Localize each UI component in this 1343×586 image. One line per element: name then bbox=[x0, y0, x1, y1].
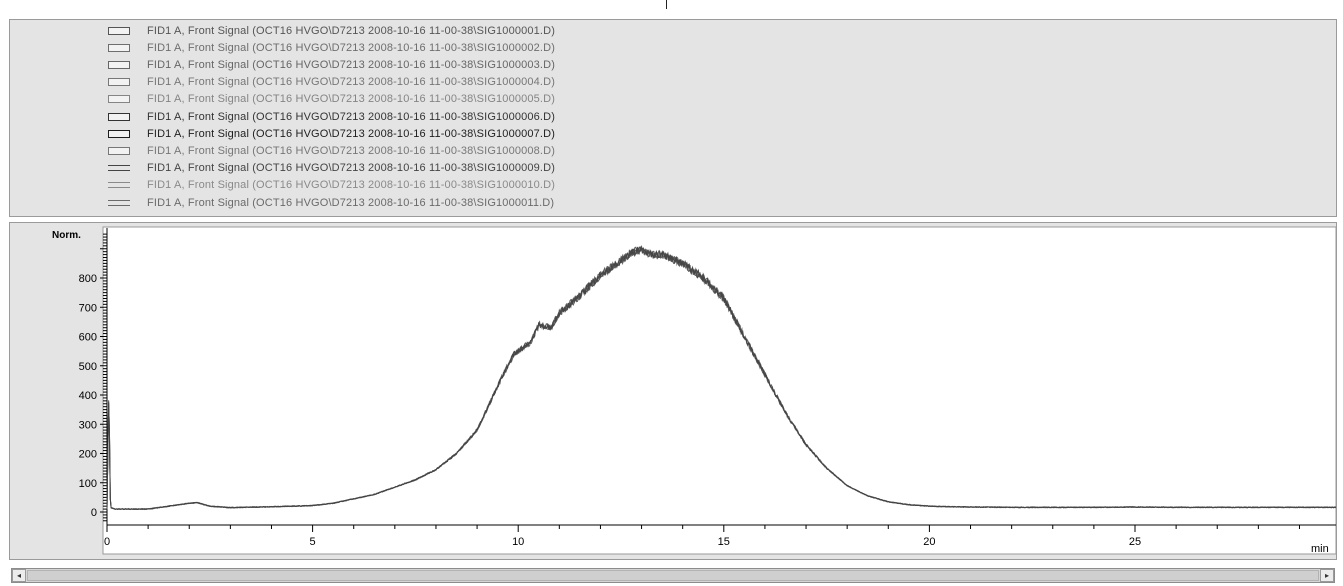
legend-label: FID1 A, Front Signal (OCT16 HVGO\D7213 2… bbox=[147, 24, 556, 37]
legend-label: FID1 A, Front Signal (OCT16 HVGO\D7213 2… bbox=[147, 41, 556, 54]
x-tick-label: 15 bbox=[718, 536, 730, 548]
y-axis-ticks: 0 100 200 300 400 500 600 700 800 bbox=[79, 233, 107, 522]
y-tick-label: 800 bbox=[79, 273, 97, 285]
legend-item[interactable]: FID1 A, Front Signal (OCT16 HVGO\D7213 2… bbox=[108, 160, 555, 177]
legend-item[interactable]: FID1 A, Front Signal (OCT16 HVGO\D7213 2… bbox=[108, 39, 555, 56]
legend-swatch-icon bbox=[108, 43, 130, 52]
y-tick-label: 700 bbox=[79, 302, 97, 314]
y-tick-label: 0 bbox=[91, 507, 97, 519]
legend-label: FID1 A, Front Signal (OCT16 HVGO\D7213 2… bbox=[147, 110, 556, 123]
legend-swatch-icon bbox=[108, 26, 130, 35]
legend-item[interactable]: FID1 A, Front Signal (OCT16 HVGO\D7213 2… bbox=[108, 108, 555, 125]
legend-swatch-icon bbox=[108, 199, 130, 206]
x-tick-label: 20 bbox=[923, 536, 935, 548]
legend-item[interactable]: FID1 A, Front Signal (OCT16 HVGO\D7213 2… bbox=[108, 74, 555, 91]
scroll-right-button[interactable]: ▸ bbox=[1320, 569, 1334, 582]
plot-panel: Norm. min 0 100 200 300 400 500 600 700 800 0 5 10… bbox=[9, 222, 1337, 560]
x-axis-ticks: 0 5 10 15 20 25 bbox=[104, 525, 1300, 548]
legend-label: FID1 A, Front Signal (OCT16 HVGO\D7213 2… bbox=[147, 196, 555, 209]
horizontal-scrollbar[interactable]: ◂ ▸ bbox=[11, 568, 1335, 583]
x-tick-label: 5 bbox=[310, 536, 316, 548]
chevron-right-icon: ▸ bbox=[1324, 571, 1329, 580]
x-tick-label: 10 bbox=[512, 536, 524, 548]
chevron-left-icon: ◂ bbox=[16, 571, 21, 580]
legend-panel: FID1 A, Front Signal (OCT16 HVGO\D7213 2… bbox=[9, 19, 1337, 217]
legend-label: FID1 A, Front Signal (OCT16 HVGO\D7213 2… bbox=[147, 127, 556, 140]
top-edge-marker bbox=[666, 0, 667, 9]
legend-swatch-icon bbox=[108, 60, 130, 69]
y-tick-label: 500 bbox=[79, 361, 97, 373]
y-tick-label: 200 bbox=[79, 449, 97, 461]
x-tick-label: 25 bbox=[1129, 536, 1141, 548]
legend-label: FID1 A, Front Signal (OCT16 HVGO\D7213 2… bbox=[147, 179, 556, 192]
legend-swatch-icon bbox=[108, 112, 130, 121]
chromatogram-chart[interactable]: Norm. min 0 100 200 300 400 500 600 700 800 0 5 10… bbox=[10, 223, 1336, 559]
legend-item[interactable]: FID1 A, Front Signal (OCT16 HVGO\D7213 2… bbox=[108, 56, 555, 73]
y-tick-label: 100 bbox=[79, 478, 97, 490]
legend-label: FID1 A, Front Signal (OCT16 HVGO\D7213 2… bbox=[147, 144, 556, 157]
x-tick-label: 0 bbox=[104, 536, 110, 548]
y-axis-title: Norm. bbox=[52, 230, 81, 241]
legend-label: FID1 A, Front Signal (OCT16 HVGO\D7213 2… bbox=[147, 58, 556, 71]
legend-swatch-icon bbox=[108, 129, 130, 138]
scroll-left-button[interactable]: ◂ bbox=[12, 569, 26, 582]
y-tick-label: 400 bbox=[79, 390, 97, 402]
legend-swatch-icon bbox=[108, 165, 130, 172]
y-tick-label: 600 bbox=[79, 332, 97, 344]
legend-item[interactable]: FID1 A, Front Signal (OCT16 HVGO\D7213 2… bbox=[108, 125, 555, 142]
legend-swatch-icon bbox=[108, 146, 130, 155]
legend-swatch-icon bbox=[108, 95, 130, 104]
legend-item[interactable]: FID1 A, Front Signal (OCT16 HVGO\D7213 2… bbox=[108, 194, 554, 211]
legend-swatch-icon bbox=[108, 182, 130, 189]
legend-label: FID1 A, Front Signal (OCT16 HVGO\D7213 2… bbox=[147, 93, 556, 106]
x-axis-unit: min bbox=[1311, 543, 1329, 555]
legend-item[interactable]: FID1 A, Front Signal (OCT16 HVGO\D7213 2… bbox=[108, 142, 555, 159]
scroll-thumb[interactable] bbox=[27, 570, 1319, 581]
y-tick-label: 300 bbox=[79, 419, 97, 431]
legend-item[interactable]: FID1 A, Front Signal (OCT16 HVGO\D7213 2… bbox=[108, 177, 555, 194]
signal-trace bbox=[106, 246, 1336, 511]
legend-item[interactable]: FID1 A, Front Signal (OCT16 HVGO\D7213 2… bbox=[108, 22, 555, 39]
plot-area bbox=[102, 226, 1336, 555]
legend-item[interactable]: FID1 A, Front Signal (OCT16 HVGO\D7213 2… bbox=[108, 91, 555, 108]
legend-label: FID1 A, Front Signal (OCT16 HVGO\D7213 2… bbox=[147, 162, 556, 175]
chromatogram-traces bbox=[106, 245, 1336, 511]
legend-swatch-icon bbox=[108, 78, 130, 87]
legend-label: FID1 A, Front Signal (OCT16 HVGO\D7213 2… bbox=[147, 76, 556, 89]
